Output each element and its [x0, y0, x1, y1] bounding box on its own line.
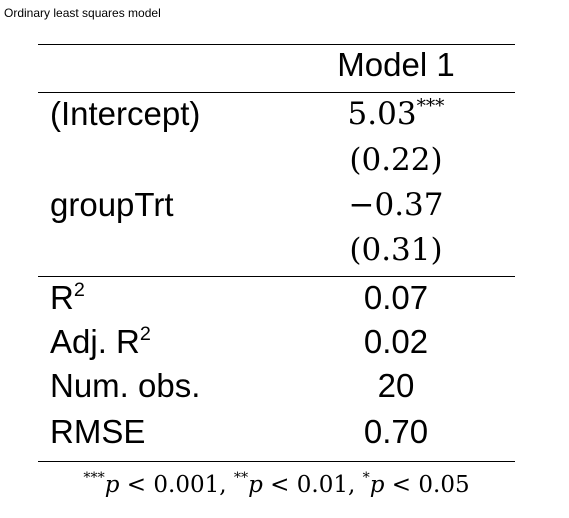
row-label-rmse: RMSE [50, 415, 145, 448]
se-intercept: (0.22) [349, 142, 443, 178]
footnote-stars: ** [233, 470, 249, 487]
label-superscript: 2 [139, 323, 151, 346]
footnote-threshold: 0.01 [296, 472, 348, 498]
footnote-threshold: 0.001 [153, 472, 220, 498]
label-main: RMSE [50, 413, 146, 450]
footnote-op: < [119, 472, 154, 498]
significance-stars: *** [416, 95, 445, 117]
footnote-stars: *** [83, 470, 105, 487]
row-label-adj-r2: Adj. R2 [50, 323, 151, 360]
gof-rule [38, 276, 515, 277]
header-rule [38, 92, 515, 93]
label-superscript: 2 [73, 279, 85, 302]
row-label-num-obs: Num. obs. [50, 369, 200, 402]
footnote-stars: * [362, 470, 370, 487]
label-prefix: Adj. [50, 323, 117, 360]
estimate-value: −0.37 [348, 187, 444, 223]
label-main: Num. obs. [50, 367, 201, 404]
table-caption: Ordinary least squares model [4, 6, 161, 20]
top-rule [38, 44, 515, 45]
row-label-r2: R2 [50, 279, 85, 316]
footnote-var: p [248, 472, 263, 498]
value-num-obs: 20 [377, 367, 415, 404]
label-main: R [116, 323, 140, 360]
value-adj-r2: 0.02 [363, 323, 429, 360]
se-grouptrt: (0.31) [349, 232, 443, 268]
column-header-model-1: Model 1 [337, 46, 455, 83]
value-r2: 0.07 [363, 279, 429, 316]
estimate-grouptrt: −0.37 [290, 190, 502, 221]
footnote-item-1: ***p < 0.001 [83, 470, 220, 498]
footnote-op: < [384, 472, 419, 498]
value-rmse: 0.70 [363, 413, 429, 450]
estimate-intercept: 5.03*** [290, 95, 502, 132]
footnote-separator: , [348, 472, 363, 498]
footnote-op: < [262, 472, 297, 498]
label-main: R [50, 279, 74, 316]
row-label-grouptrt: groupTrt [50, 186, 174, 223]
footnote-var: p [104, 472, 120, 498]
footnote-separator: , [219, 472, 234, 498]
footnote-item-3: *p < 0.05 [362, 470, 470, 498]
bottom-rule [38, 461, 515, 462]
footnote-threshold: 0.05 [418, 472, 470, 498]
footnote-var: p [369, 472, 385, 498]
footnote-item-2: **p < 0.01 [233, 470, 348, 498]
estimate-value: 5.03 [347, 96, 417, 132]
row-label-intercept: (Intercept) [50, 95, 201, 132]
significance-footnote: ***p < 0.001, **p < 0.01, *p < 0.05 [38, 470, 515, 498]
